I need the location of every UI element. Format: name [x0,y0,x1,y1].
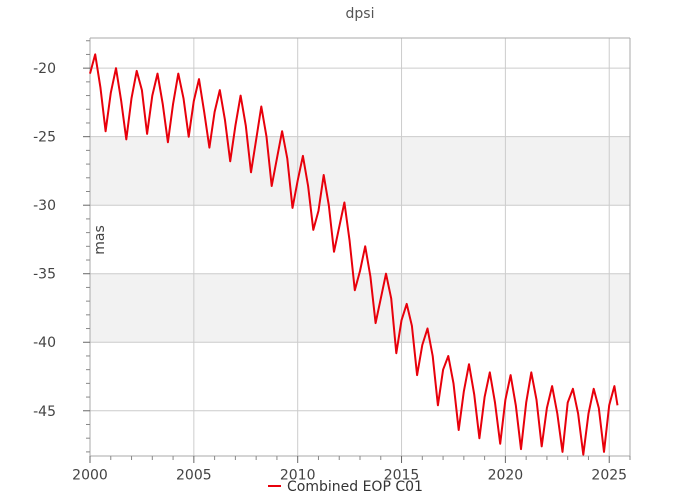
x-tick-label: 2020 [488,468,524,484]
y-tick-label: -25 [33,130,56,146]
x-tick-label: 2015 [384,468,420,484]
series-layer [89,53,619,456]
y-tick-label: -30 [33,198,56,214]
series-line [89,53,619,456]
x-tick-label: 2000 [72,468,108,484]
plot-background-bands [90,136,630,343]
y-axis-label: mas [92,225,108,255]
legend[interactable]: Combined EOP C01 [268,479,423,495]
background-band [90,136,630,206]
minor-ticks [86,40,631,460]
legend-label: Combined EOP C01 [287,479,423,495]
y-axis-ticks: -20 -25 -30 -35 -40 -45 [33,61,90,420]
y-tick-label: -20 [33,61,56,77]
x-tick-label: 2010 [280,468,316,484]
y-tick-label: -40 [33,335,56,351]
chart-title: dpsi [346,6,375,22]
background-band [90,273,630,343]
x-axis-ticks: 2000 2005 2010 2015 2020 2025 [72,456,627,484]
x-tick-label: 2005 [176,468,212,484]
y-tick-label: -35 [33,267,56,283]
x-tick-label: 2025 [591,468,627,484]
grid-lines [89,38,630,456]
axis-frame [89,37,631,457]
y-tick-label: -45 [33,404,56,420]
